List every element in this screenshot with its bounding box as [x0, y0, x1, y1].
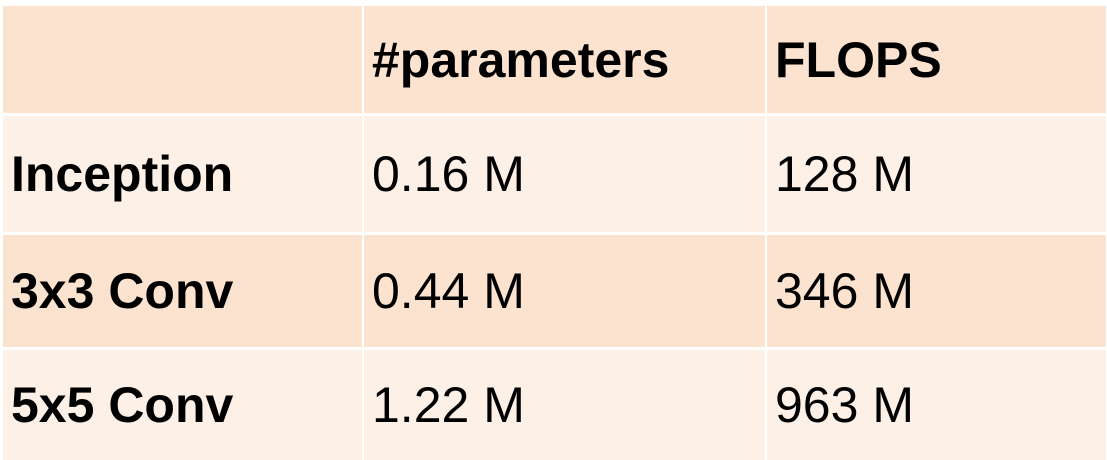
header-cell-parameters: #parameters: [364, 6, 765, 113]
flops-cell: 963 M: [767, 350, 1106, 460]
parameters-cell: 1.22 M: [364, 350, 765, 460]
header-cell-flops: FLOPS: [767, 6, 1106, 113]
header-cell-corner: [3, 6, 362, 113]
comparison-table: #parameters FLOPS Inception 0.16 M 128 M…: [3, 6, 1106, 460]
parameters-cell: 0.16 M: [364, 116, 765, 232]
row-label: Inception: [3, 116, 362, 232]
flops-cell: 346 M: [767, 235, 1106, 347]
flops-cell: 128 M: [767, 116, 1106, 232]
row-label: 5x5 Conv: [3, 350, 362, 460]
parameters-cell: 0.44 M: [364, 235, 765, 347]
row-label: 3x3 Conv: [3, 235, 362, 347]
